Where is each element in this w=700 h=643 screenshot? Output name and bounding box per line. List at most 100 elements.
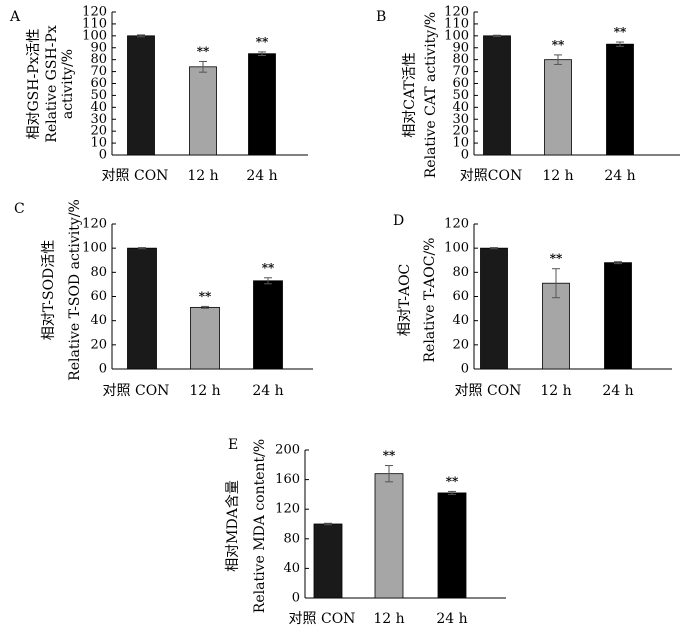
y-axis-label: Relative GSH-Px [44, 25, 60, 143]
panel-label: C [14, 201, 25, 217]
y-tick-label: 100 [444, 28, 469, 43]
x-tick-label: 12 h [187, 168, 218, 184]
y-axis-label: 相对MDA含量 [225, 480, 241, 572]
bar [190, 306, 220, 370]
bar [604, 262, 632, 370]
significance-mark: ** [383, 449, 396, 463]
x-tick-label: 对照CON [460, 168, 522, 184]
y-tick-label: 120 [82, 5, 107, 20]
y-axis-label: 相对CAT活性 [402, 52, 418, 137]
x-tick-label: 24 h [246, 168, 277, 184]
y-tick-label: 60 [90, 76, 107, 91]
x-tick-label: 对照 CON [455, 383, 522, 399]
significance-mark: ** [446, 474, 459, 488]
y-tick-label: 40 [452, 100, 469, 115]
y-tick-label: 80 [90, 265, 107, 280]
y-tick-label: 40 [90, 313, 107, 328]
significance-mark: ** [552, 38, 565, 52]
y-tick-label: 120 [275, 502, 300, 517]
y-tick-label: 20 [452, 124, 469, 139]
y-tick-label: 30 [90, 112, 107, 127]
y-tick-label: 0 [461, 362, 469, 377]
y-tick-label: 90 [452, 40, 469, 55]
bar [374, 473, 404, 599]
y-tick-label: 80 [283, 531, 300, 546]
y-tick-label: 10 [452, 136, 469, 151]
y-tick-label: 0 [99, 362, 107, 377]
bar [437, 492, 467, 599]
x-tick-label: 对照 CON [102, 168, 169, 184]
y-tick-label: 160 [275, 472, 300, 487]
bar [127, 35, 155, 156]
panel-label: D [393, 213, 404, 229]
y-tick-label: 50 [452, 88, 469, 103]
y-tick-label: 0 [99, 148, 107, 163]
x-tick-label: 24 h [604, 168, 635, 184]
bar [127, 247, 157, 370]
chart-panel-e: E 0 40 80 120 160 200 相对MDA含量 Relative MDA conte… [225, 437, 506, 627]
y-tick-label: 200 [275, 443, 300, 458]
y-tick-label: 110 [82, 16, 107, 31]
significance-mark: ** [262, 261, 275, 275]
x-tick-label: 12 h [542, 168, 573, 184]
panel-label: A [9, 9, 21, 25]
y-tick-label: 120 [444, 5, 469, 20]
x-tick-label: 12 h [540, 383, 571, 399]
y-tick-label: 100 [82, 28, 107, 43]
y-tick-label: 30 [452, 112, 469, 127]
bar [483, 35, 511, 156]
y-axis-label: Relative CAT activity/% [423, 12, 439, 178]
y-axis-label: Relative MDA content/% [252, 439, 268, 613]
y-tick-label: 20 [90, 337, 107, 352]
panel-label: B [376, 9, 386, 25]
bar [253, 280, 283, 370]
y-axis-label: 相对T-AOC [397, 264, 413, 337]
y-tick-label: 20 [90, 124, 107, 139]
x-tick-label: 12 h [189, 383, 220, 399]
chart-panel-d: D 0 20 40 60 80 100 120 相对T-AOC Relative T-AOC/% 对… [393, 213, 672, 399]
y-tick-label: 50 [90, 88, 107, 103]
y-axis-label: 相对GSH-Px活性 [26, 28, 42, 139]
significance-mark: ** [550, 252, 563, 266]
bar [544, 59, 572, 156]
x-tick-label: 对照 CON [103, 383, 170, 399]
y-tick-label: 10 [90, 136, 107, 151]
significance-mark: ** [614, 25, 627, 39]
bar [480, 247, 508, 370]
x-tick-label: 24 h [252, 383, 283, 399]
significance-mark: ** [197, 44, 210, 58]
y-tick-label: 90 [90, 40, 107, 55]
y-tick-label: 100 [82, 241, 107, 256]
y-tick-label: 120 [82, 217, 107, 232]
y-tick-label: 60 [452, 289, 469, 304]
significance-mark: ** [256, 35, 269, 49]
y-tick-label: 70 [90, 64, 107, 79]
y-tick-label: 0 [461, 148, 469, 163]
bar [248, 53, 276, 156]
y-axis-label: activity/% [60, 49, 76, 119]
panel-label: E [228, 437, 238, 453]
y-tick-label: 100 [444, 241, 469, 256]
significance-mark: ** [199, 289, 212, 303]
y-tick-label: 40 [90, 100, 107, 115]
y-tick-label: 40 [283, 561, 300, 576]
y-tick-label: 80 [452, 265, 469, 280]
y-tick-label: 20 [452, 337, 469, 352]
x-tick-label: 12 h [373, 611, 404, 627]
x-tick-label: 对照 CON [289, 611, 356, 627]
chart-panel-c: C 0 20 40 60 80 100 120 相对T-SOD活性 Relative T-SOD … [14, 199, 313, 399]
y-axis-label: Relative T-SOD activity/% [67, 199, 83, 381]
y-tick-label: 60 [90, 289, 107, 304]
y-tick-label: 40 [452, 313, 469, 328]
y-tick-label: 80 [452, 52, 469, 67]
x-tick-label: 24 h [602, 383, 633, 399]
bar [189, 66, 217, 156]
y-tick-label: 120 [444, 217, 469, 232]
y-tick-label: 110 [444, 16, 469, 31]
bar [606, 43, 634, 156]
y-tick-label: 0 [292, 591, 300, 606]
y-axis-label: 相对T-SOD活性 [41, 240, 57, 341]
